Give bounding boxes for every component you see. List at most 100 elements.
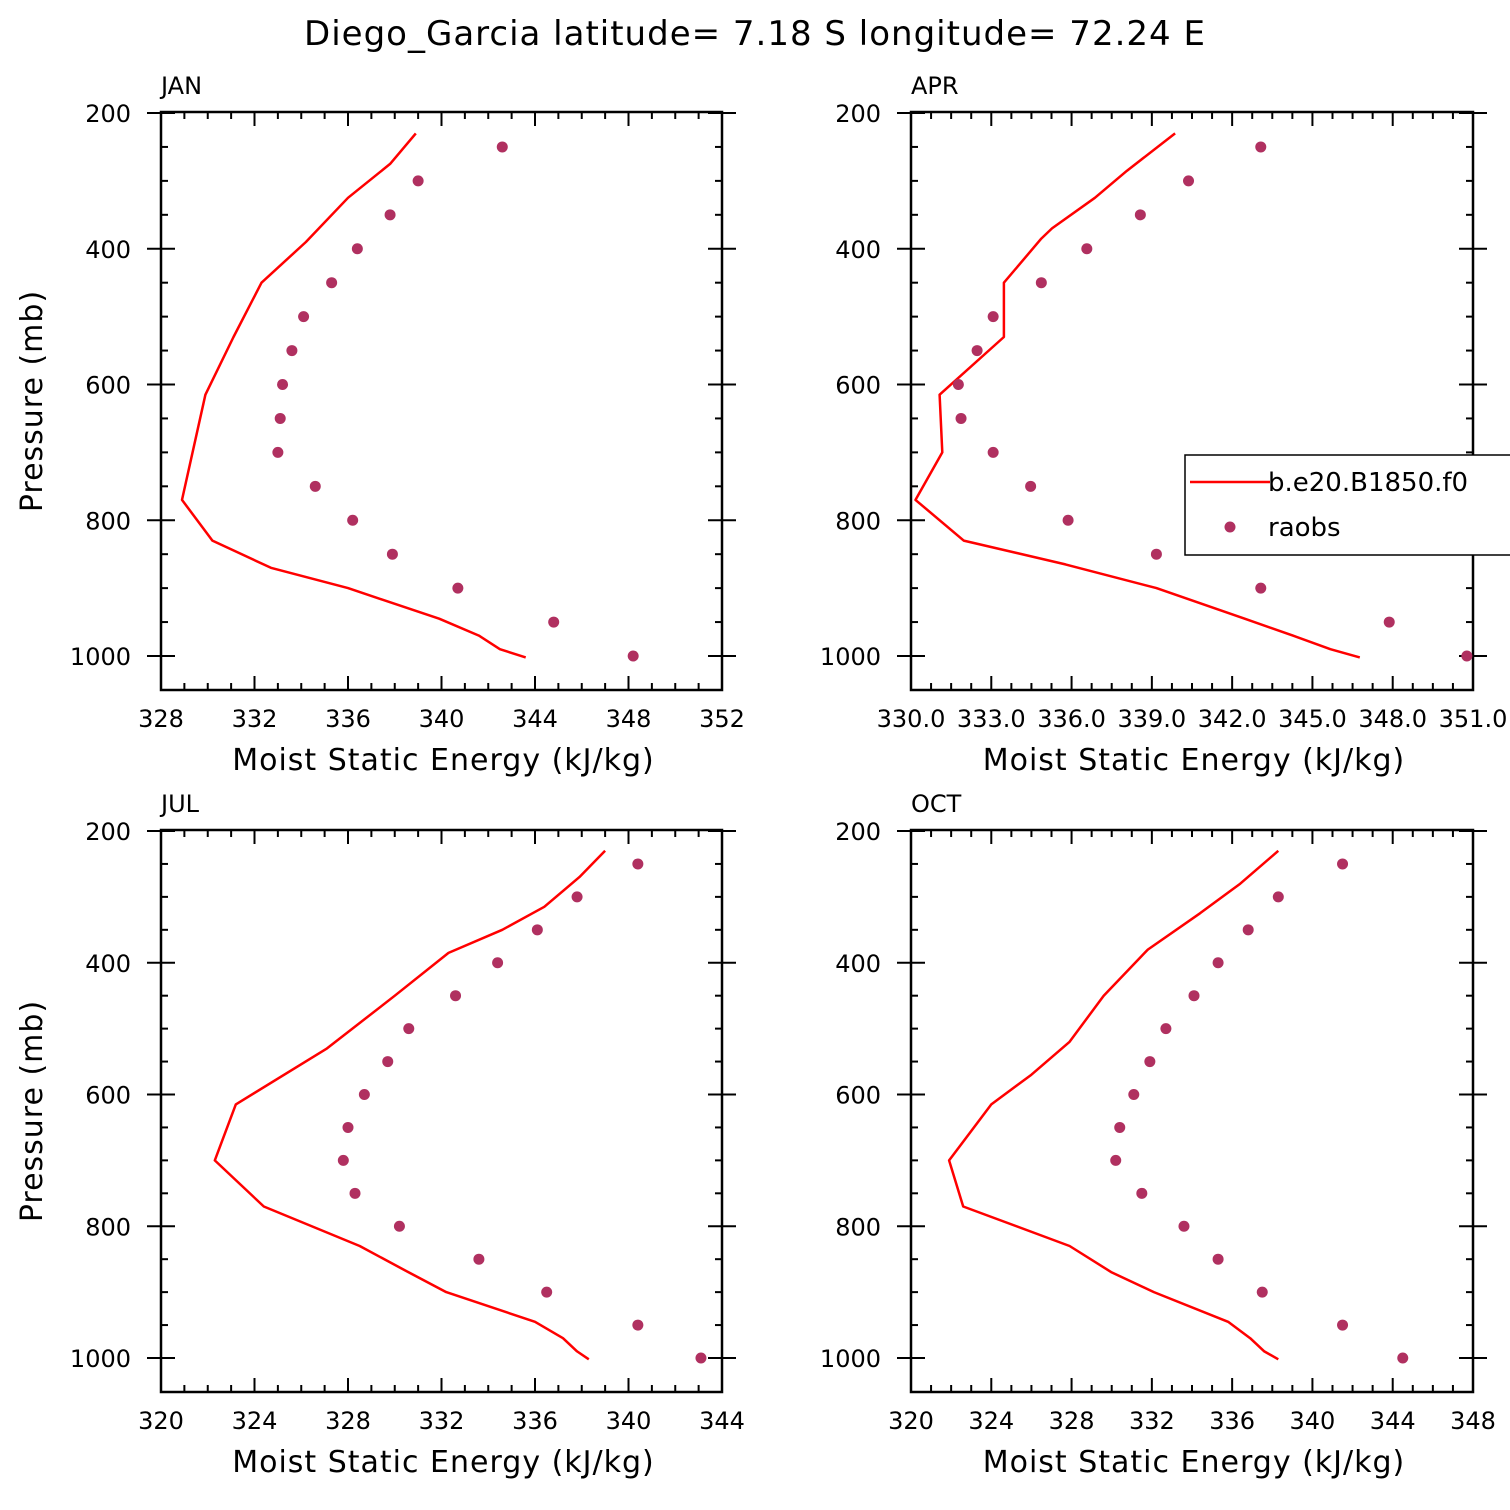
panels: JAN 328 332 336 340 344 348 352 200 400 600 800 1000… <box>15 72 1510 1480</box>
y-tick-label: 800 <box>85 1213 131 1241</box>
raobs-point <box>1183 175 1195 187</box>
plot-data <box>914 132 1473 662</box>
raobs-point <box>412 175 424 187</box>
plot-frame <box>159 110 724 692</box>
x-tick-label: 348 <box>606 705 652 733</box>
x-tick-label: 332 <box>419 1407 465 1435</box>
raobs-point <box>1255 141 1267 153</box>
raobs-point <box>382 1056 394 1068</box>
raobs-point <box>955 412 967 424</box>
raobs-point <box>1110 1154 1122 1166</box>
raobs-point <box>358 1089 370 1100</box>
y-axis-label: Pressure (mb) <box>15 290 50 512</box>
x-axis-label: Moist Static Energy (kJ/kg) <box>232 1445 655 1480</box>
x-tick-label: 348.0 <box>1358 705 1427 733</box>
x-tick-label: 324 <box>968 1407 1014 1435</box>
raobs-point <box>632 858 644 870</box>
raobs-point <box>1144 1056 1156 1068</box>
x-tick-label: 344 <box>512 705 558 733</box>
y-tick-label: 800 <box>835 507 881 535</box>
x-tick-label: 336.0 <box>1037 705 1106 733</box>
raobs-point <box>298 311 310 323</box>
raobs-point <box>1337 858 1349 870</box>
model-line <box>180 132 527 659</box>
model-line <box>914 132 1361 659</box>
plot-frame <box>909 110 1475 692</box>
raobs-point <box>286 345 298 357</box>
raobs-point <box>1160 1023 1172 1035</box>
raobs-point <box>337 1154 349 1166</box>
x-tick-label: 340 <box>606 1407 652 1435</box>
y-tick-label: 1000 <box>70 1345 131 1373</box>
x-axis-label: Moist Static Energy (kJ/kg) <box>983 1445 1406 1480</box>
x-tick-label: 328 <box>138 705 184 733</box>
x-tick-label: 332 <box>1129 1407 1175 1435</box>
x-tick-label: 320 <box>138 1407 184 1435</box>
raobs-point <box>342 1121 354 1133</box>
raobs-point <box>309 480 321 492</box>
raobs-point <box>1337 1319 1349 1331</box>
y-tick-label: 400 <box>835 950 881 978</box>
raobs-point <box>1114 1121 1126 1133</box>
raobs-point <box>1397 1352 1409 1364</box>
y-tick-label: 200 <box>835 100 881 128</box>
panel-title-apr: APR <box>911 72 959 100</box>
raobs-point <box>272 446 284 458</box>
panel-oct: OCT 320 324 328 332 336 340 344 348 200 400 600 800 1… <box>820 790 1496 1480</box>
raobs-point <box>541 1286 553 1298</box>
y-tick-label: 400 <box>835 236 881 264</box>
y-tick-label: 200 <box>85 100 131 128</box>
y-axis-label: Pressure (mb) <box>15 1000 50 1222</box>
x-tick-label: 340 <box>1290 1407 1336 1435</box>
y-tick-label: 800 <box>85 507 131 535</box>
raobs-point <box>277 379 289 390</box>
panel-jul: JUL 320 324 328 332 336 340 344 200 400 600 800 1000… <box>15 790 745 1480</box>
legend-point-swatch <box>1224 521 1236 533</box>
raobs-point <box>386 548 398 560</box>
raobs-point <box>1272 891 1284 903</box>
y-tick-label: 400 <box>85 236 131 264</box>
model-line <box>947 849 1280 1361</box>
raobs-point <box>349 1187 361 1199</box>
x-tick-label: 351.0 <box>1439 705 1508 733</box>
raobs-point <box>695 1352 707 1364</box>
raobs-point <box>1062 514 1074 526</box>
plot-data <box>947 849 1409 1364</box>
raobs-point <box>571 891 583 903</box>
x-tick-label: 336 <box>512 1407 558 1435</box>
x-tick-label: 328 <box>325 1407 371 1435</box>
raobs-point <box>450 990 462 1002</box>
x-tick-label: 352 <box>699 705 745 733</box>
raobs-point <box>1242 924 1254 936</box>
panel-title-jan: JAN <box>159 72 202 100</box>
x-tick-label: 348 <box>1450 1407 1496 1435</box>
x-tick-label: 336 <box>1209 1407 1255 1435</box>
legend-label-model: b.e20.B1850.f0 <box>1268 468 1468 498</box>
raobs-point <box>1461 650 1473 662</box>
panel-title-jul: JUL <box>159 790 200 818</box>
raobs-point <box>1212 1253 1224 1265</box>
raobs-point <box>1128 1089 1140 1100</box>
plot-data <box>180 132 639 662</box>
raobs-point <box>1035 277 1047 289</box>
y-tick-label: 600 <box>85 1082 131 1110</box>
raobs-point <box>351 243 363 255</box>
raobs-point <box>1025 480 1037 492</box>
y-tick-label: 200 <box>85 818 131 846</box>
raobs-point <box>952 379 964 390</box>
raobs-point <box>627 650 639 662</box>
raobs-point <box>496 141 508 153</box>
y-tick-label: 600 <box>85 372 131 400</box>
x-tick-label: 339.0 <box>1117 705 1186 733</box>
raobs-point <box>1150 548 1162 560</box>
raobs-point <box>347 514 359 526</box>
x-tick-label: 342.0 <box>1198 705 1267 733</box>
x-tick-label: 333.0 <box>957 705 1026 733</box>
x-tick-label: 330.0 <box>877 705 946 733</box>
raobs-point <box>1256 1286 1268 1298</box>
x-tick-label: 344 <box>699 1407 745 1435</box>
x-tick-label: 344 <box>1370 1407 1416 1435</box>
y-tick-label: 600 <box>835 1082 881 1110</box>
legend-label-raobs: raobs <box>1268 513 1341 543</box>
x-tick-label: 324 <box>232 1407 278 1435</box>
